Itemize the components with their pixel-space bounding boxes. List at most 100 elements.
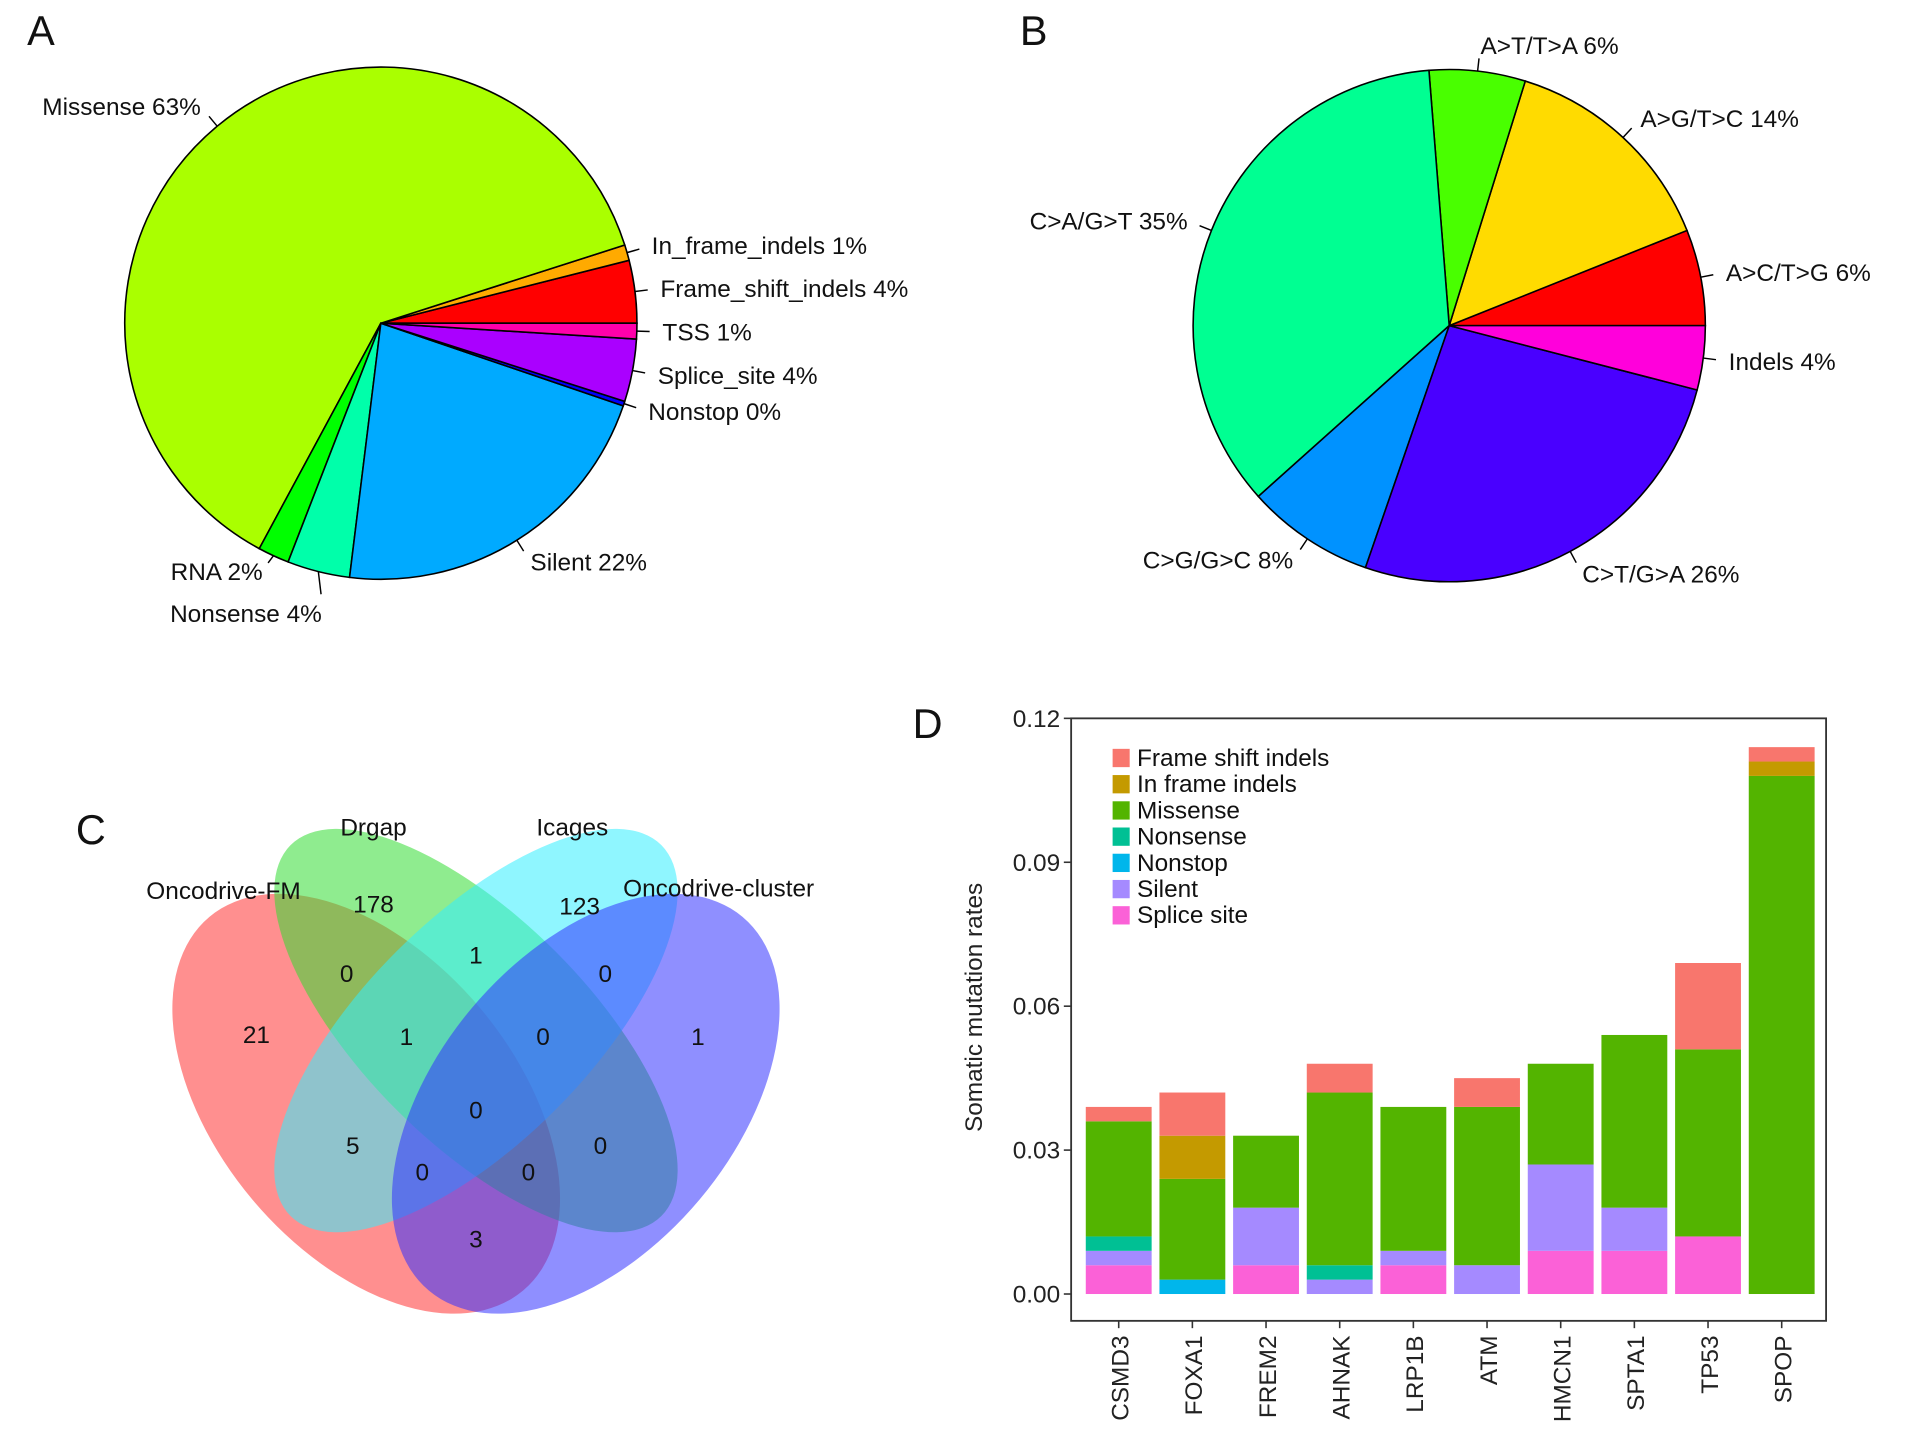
bar-segment bbox=[1527, 1250, 1594, 1295]
bar-segment bbox=[1748, 775, 1815, 1295]
x-tick-label: SPTA1 bbox=[1623, 1335, 1650, 1410]
slice-label: Splice_site 4% bbox=[658, 363, 818, 390]
bar-segment bbox=[1159, 1092, 1226, 1136]
legend-swatch bbox=[1112, 827, 1130, 846]
slice-label: Nonsense 4% bbox=[170, 601, 322, 628]
y-tick-label: 0.03 bbox=[1013, 1138, 1060, 1165]
pie-slice bbox=[380, 322, 638, 340]
slice-label: In_frame_indels 1% bbox=[652, 233, 867, 260]
panel-label-b: B bbox=[1020, 7, 1048, 54]
bar-segment bbox=[1306, 1279, 1373, 1295]
label-leader-line bbox=[1703, 357, 1717, 361]
slice-label: RNA 2% bbox=[171, 559, 263, 586]
legend-label: Nonstop bbox=[1137, 850, 1228, 877]
legend-label: Nonsense bbox=[1137, 824, 1247, 851]
venn-set-ellipse bbox=[391, 893, 780, 1314]
legend-label: In frame indels bbox=[1137, 771, 1297, 798]
bar-segment bbox=[1601, 1250, 1668, 1295]
panel-label-d: D bbox=[913, 700, 943, 747]
bar-segment bbox=[1675, 963, 1741, 1050]
venn-set-label: Icages bbox=[536, 814, 608, 841]
legend-label: Missense bbox=[1137, 797, 1240, 824]
venn-region-count: 0 bbox=[594, 1133, 608, 1160]
venn-region-count: 123 bbox=[559, 894, 600, 921]
pie-chart-b: A>C/T>G 6% A>G/T>C 14% A>T/T>A 6% C>A/G>T 3… bbox=[1030, 33, 1871, 588]
pie-slice bbox=[1449, 324, 1707, 391]
bar-segment bbox=[1159, 1178, 1226, 1280]
venn-region-count: 0 bbox=[522, 1160, 536, 1187]
bar-segment bbox=[1233, 1265, 1299, 1295]
venn-region-count: 0 bbox=[416, 1160, 430, 1187]
label-leader-line bbox=[632, 369, 646, 374]
label-leader-line bbox=[1476, 58, 1480, 72]
pie-slice bbox=[1364, 324, 1699, 583]
bar-segment bbox=[1233, 1207, 1299, 1266]
slice-label: C>A/G>T 35% bbox=[1030, 208, 1188, 235]
bar-segment bbox=[1085, 1265, 1152, 1295]
x-tick-label: CSMD3 bbox=[1107, 1335, 1134, 1420]
legend-swatch bbox=[1112, 879, 1130, 899]
slice-label: Silent 22% bbox=[530, 549, 647, 576]
slice-label: Missense 63% bbox=[42, 94, 201, 121]
bar-segment bbox=[1454, 1106, 1520, 1266]
bar-segment bbox=[1085, 1250, 1152, 1266]
x-tick-label: AHNAK bbox=[1328, 1335, 1355, 1419]
bar-segment bbox=[1159, 1135, 1226, 1179]
bar-segment bbox=[1527, 1164, 1594, 1251]
venn-region-count: 0 bbox=[469, 1097, 483, 1124]
slice-label: C>T/G>A 26% bbox=[1582, 562, 1739, 589]
x-tick-label: HMCN1 bbox=[1549, 1335, 1576, 1422]
bar-segment bbox=[1380, 1265, 1447, 1295]
legend-swatch bbox=[1112, 801, 1130, 820]
pie-chart-a: Frame_shift_indels 4% In_frame_indels 1% M… bbox=[42, 66, 908, 628]
slice-label: A>T/T>A 6% bbox=[1480, 33, 1618, 60]
bar-segment bbox=[1306, 1063, 1373, 1093]
bar-segment bbox=[1748, 747, 1815, 762]
venn-region-count: 0 bbox=[536, 1024, 550, 1051]
y-tick-label: 0.12 bbox=[1013, 706, 1060, 733]
slice-label: TSS 1% bbox=[662, 319, 751, 346]
venn-region-count: 0 bbox=[340, 961, 354, 988]
pie-slice bbox=[1192, 69, 1451, 498]
bar-segment bbox=[1306, 1092, 1373, 1266]
venn-region-count: 3 bbox=[469, 1227, 483, 1254]
slice-label: C>G/G>C 8% bbox=[1143, 548, 1293, 575]
slice-label: Nonstop 0% bbox=[648, 399, 781, 426]
legend-swatch bbox=[1112, 906, 1130, 925]
venn-region-count: 21 bbox=[243, 1022, 270, 1049]
legend-swatch bbox=[1112, 853, 1130, 873]
bar-segment bbox=[1233, 1135, 1299, 1208]
bar-segment bbox=[1675, 1049, 1741, 1237]
label-leader-line bbox=[634, 289, 648, 293]
label-leader-line bbox=[317, 571, 322, 595]
venn-region-count: 178 bbox=[353, 891, 394, 918]
slice-label: A>C/T>G 6% bbox=[1726, 260, 1871, 287]
bar-segment bbox=[1085, 1121, 1152, 1237]
legend-swatch bbox=[1112, 748, 1130, 768]
bar-segment bbox=[1380, 1250, 1447, 1266]
pie-slice bbox=[348, 322, 625, 581]
bar-segment bbox=[1748, 761, 1815, 776]
venn-set-label: Oncodrive-cluster bbox=[623, 875, 814, 902]
x-tick-label: ATM bbox=[1476, 1335, 1503, 1385]
stacked-bar-chart: 0.00 0.03 0.06 0.09 0.12 Somatic mutation rat… bbox=[961, 706, 1827, 1422]
slice-label: Indels 4% bbox=[1729, 349, 1836, 376]
y-tick-label: 0.00 bbox=[1013, 1282, 1060, 1309]
slice-label: A>G/T>C 14% bbox=[1640, 106, 1799, 133]
label-leader-line bbox=[267, 555, 275, 564]
pie-slice bbox=[123, 66, 626, 550]
y-tick-label: 0.09 bbox=[1013, 850, 1060, 877]
bar-segment bbox=[1454, 1265, 1520, 1295]
label-leader-line bbox=[208, 115, 218, 127]
y-tick-label: 0.06 bbox=[1013, 994, 1060, 1021]
panel-label-c: C bbox=[76, 806, 106, 853]
bar-segment bbox=[1527, 1063, 1594, 1165]
label-leader-line bbox=[1700, 274, 1714, 278]
bar-segment bbox=[1601, 1207, 1668, 1251]
bar-segment bbox=[1085, 1236, 1152, 1251]
venn-region-count: 1 bbox=[400, 1024, 414, 1051]
x-tick-label: FREM2 bbox=[1255, 1335, 1282, 1418]
bar-segment bbox=[1380, 1106, 1447, 1251]
slice-label: Frame_shift_indels 4% bbox=[660, 276, 908, 303]
